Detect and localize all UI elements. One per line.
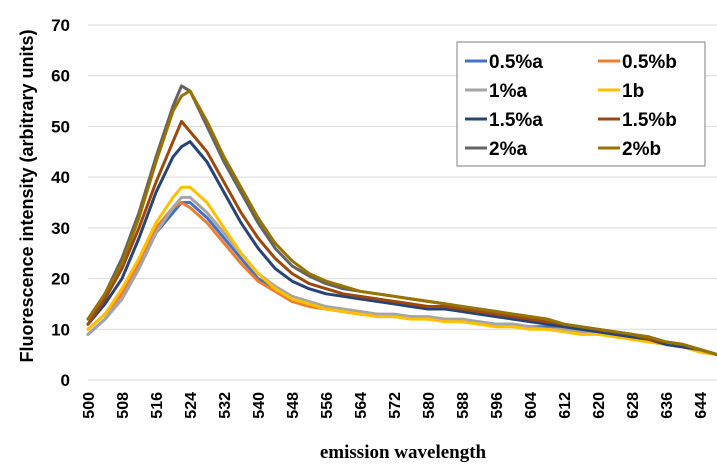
y-tick-label: 50 — [51, 117, 70, 136]
series-line-2%b — [86, 89, 717, 357]
x-axis-label: emission wavelength — [320, 442, 487, 463]
x-tick-label: 604 — [523, 392, 540, 419]
y-tick-label: 60 — [51, 67, 70, 86]
x-tick-label: 524 — [183, 392, 200, 419]
series-line-1b — [86, 185, 717, 357]
x-tick-label: 628 — [625, 392, 642, 419]
x-axis-ticks: 500 508 516 524 532 540 548 556 564 572 580 588 596 6… — [81, 392, 710, 419]
y-tick-label: 30 — [51, 219, 70, 238]
y-tick-label: 0 — [61, 371, 70, 390]
legend-label: 1.5%a — [489, 110, 543, 131]
x-tick-label: 572 — [387, 392, 404, 419]
x-tick-label: 548 — [285, 392, 302, 419]
legend-box — [456, 41, 706, 167]
y-tick-label: 10 — [51, 320, 70, 339]
y-axis-label: Fluorescence intensity (arbitrary units) — [17, 29, 37, 362]
legend-label: 0.5%a — [489, 52, 543, 73]
x-tick-label: 580 — [421, 392, 438, 419]
legend-label: 1%a — [489, 81, 527, 102]
series-line-1.5%a — [86, 140, 717, 357]
legend-label: 1b — [622, 81, 644, 102]
y-axis-ticks: 0 10 20 30 40 50 60 70 — [51, 16, 70, 390]
legend: 0.5%a 0.5%b 1%a 1b 1.5%a 1.5%b 2%a 2%b — [456, 41, 706, 167]
series-line-1%a — [86, 195, 717, 357]
grid-lines — [88, 24, 717, 381]
x-tick-label: 532 — [217, 392, 234, 419]
y-tick-label: 40 — [51, 168, 70, 187]
x-tick-label: 508 — [115, 392, 132, 419]
legend-label: 2%a — [489, 139, 527, 160]
x-tick-label: 636 — [659, 392, 676, 419]
x-tick-label: 596 — [489, 392, 506, 419]
series-lines — [86, 84, 717, 357]
x-tick-label: 516 — [149, 392, 166, 419]
x-tick-label: 620 — [591, 392, 608, 419]
x-tick-label: 564 — [353, 392, 370, 419]
legend-label: 2%b — [622, 139, 661, 160]
x-tick-label: 556 — [319, 392, 336, 419]
x-tick-label: 644 — [693, 392, 710, 419]
y-tick-label: 20 — [51, 270, 70, 289]
x-tick-label: 588 — [455, 392, 472, 419]
legend-label: 1.5%b — [622, 110, 677, 131]
x-tick-label: 500 — [81, 392, 98, 419]
legend-label: 0.5%b — [622, 52, 677, 73]
x-tick-label: 612 — [557, 392, 574, 419]
y-tick-label: 70 — [51, 16, 70, 35]
x-tick-label: 540 — [251, 392, 268, 419]
